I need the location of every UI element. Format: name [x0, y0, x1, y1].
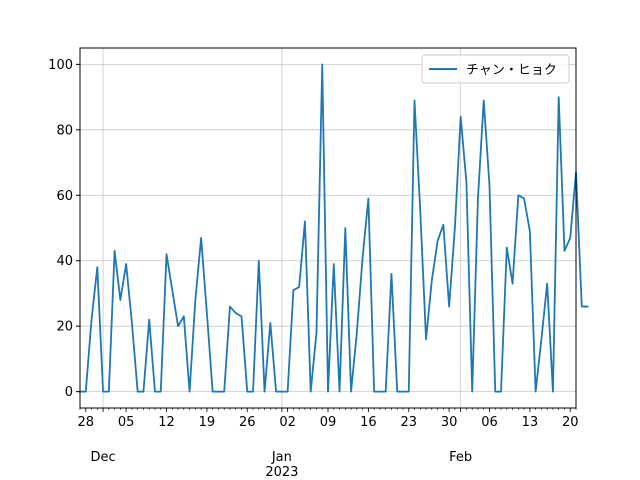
y-tick-label: 60	[56, 189, 73, 204]
grid-lines	[80, 48, 576, 408]
y-tick-label: 40	[56, 254, 73, 269]
y-tick-label: 20	[56, 320, 73, 335]
legend-box	[421, 54, 570, 84]
x-tick-label: 30	[441, 415, 458, 430]
x-tick-label: 13	[522, 415, 539, 430]
x-month-label: Feb	[449, 450, 472, 465]
x-month-label: Dec	[90, 450, 115, 465]
y-tick-label: 80	[56, 123, 73, 138]
x-tick-label: 12	[158, 415, 175, 430]
x-tick-label: 28	[77, 415, 94, 430]
x-tick-label: 06	[481, 415, 498, 430]
y-tick-label: 100	[48, 58, 73, 73]
x-tick-label: 05	[118, 415, 135, 430]
series-line	[79, 63, 589, 393]
legend: チャン・ヒョク	[421, 54, 570, 84]
legend-label: チャン・ヒョク	[466, 63, 557, 78]
x-year-label: 2023	[265, 465, 298, 480]
x-tick-label: 02	[279, 415, 296, 430]
x-tick-label: 16	[360, 415, 377, 430]
x-tick-label: 20	[562, 415, 579, 430]
x-tick-label: 23	[400, 415, 417, 430]
series-layer	[79, 63, 589, 393]
y-tick-label: 0	[65, 385, 73, 400]
x-tick-label: 26	[239, 415, 256, 430]
y-axis: 0 20 40 60 80 100	[48, 58, 80, 400]
x-month-label: Jan	[271, 450, 292, 465]
x-tick-label: 19	[199, 415, 216, 430]
x-tick-label: 09	[320, 415, 337, 430]
